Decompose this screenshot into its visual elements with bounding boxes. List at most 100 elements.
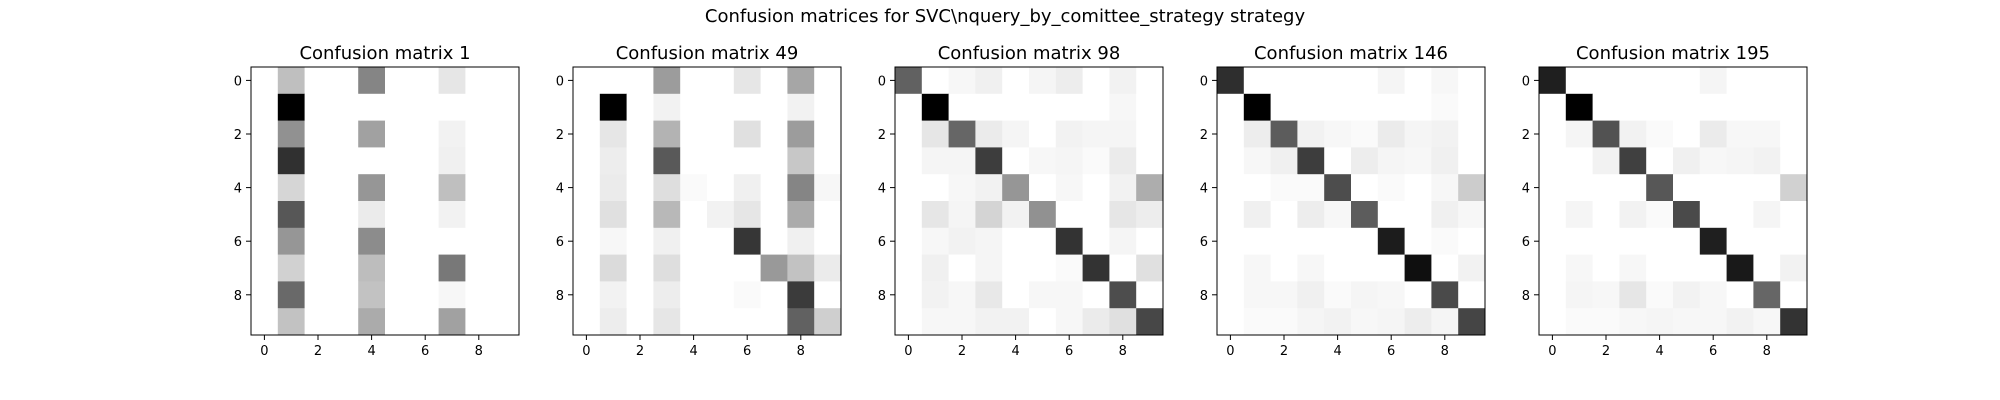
heatmap-cell xyxy=(895,201,923,229)
heatmap-cell xyxy=(787,67,815,95)
heatmap-cell xyxy=(492,120,520,148)
heatmap-cell xyxy=(760,120,788,148)
heatmap-cell xyxy=(1431,147,1459,175)
y-tick-label: 4 xyxy=(556,182,564,197)
heatmap-cell xyxy=(1404,120,1432,148)
heatmap-cell xyxy=(438,201,466,229)
heatmap-cell xyxy=(599,254,627,282)
heatmap-cell xyxy=(1646,254,1674,282)
heatmap-cell xyxy=(814,227,842,255)
heatmap-cell xyxy=(653,227,681,255)
heatmap-cell xyxy=(1458,174,1486,202)
x-tick-label: 8 xyxy=(1763,344,1771,359)
axes-frame xyxy=(572,66,842,336)
heatmap-cell xyxy=(1217,227,1245,255)
heatmap-cell xyxy=(1217,174,1245,202)
heatmap-cell xyxy=(680,120,708,148)
heatmap-cell xyxy=(331,120,359,148)
x-tick-label: 4 xyxy=(1011,344,1019,359)
heatmap-cell xyxy=(895,281,923,309)
heatmap-cell xyxy=(921,227,949,255)
axes-frame xyxy=(894,66,1164,336)
heatmap-cell xyxy=(895,93,923,121)
y-tick-label: 2 xyxy=(1200,128,1208,143)
heatmap-cell xyxy=(760,227,788,255)
heatmap-cell xyxy=(1458,147,1486,175)
heatmap-cell xyxy=(1431,201,1459,229)
heatmap-cell xyxy=(385,308,413,336)
heatmap-cell xyxy=(1297,120,1325,148)
heatmap-cell xyxy=(1404,174,1432,202)
heatmap-cell xyxy=(573,67,601,95)
heatmap-cell xyxy=(1458,201,1486,229)
heatmap-cell xyxy=(921,254,949,282)
heatmap-cell xyxy=(921,93,949,121)
heatmap-cell xyxy=(1753,120,1781,148)
heatmap-cell xyxy=(975,174,1003,202)
heatmap-cell xyxy=(1217,281,1245,309)
y-tick-label: 6 xyxy=(878,235,886,250)
heatmap-cell xyxy=(760,93,788,121)
heatmap-cell xyxy=(1217,254,1245,282)
heatmap-cell xyxy=(1002,147,1030,175)
heatmap-cell xyxy=(331,201,359,229)
heatmap-cell xyxy=(626,120,654,148)
heatmap-cell xyxy=(1217,120,1245,148)
heatmap-panel-3: Confusion matrix 98 0 2 4 6 8 0 2 4 6 8 xyxy=(878,43,1164,359)
heatmap-cell xyxy=(251,227,279,255)
heatmap-cell xyxy=(385,227,413,255)
heatmap-cell xyxy=(465,67,493,95)
heatmap-cell xyxy=(1002,281,1030,309)
heatmap-cell xyxy=(599,120,627,148)
heatmap-cell xyxy=(1753,308,1781,336)
heatmap-cell xyxy=(411,201,439,229)
heatmap-cell xyxy=(1646,120,1674,148)
x-tick-label: 6 xyxy=(421,344,429,359)
heatmap-cell xyxy=(1055,281,1083,309)
heatmap-cell xyxy=(1243,201,1271,229)
heatmap-cell xyxy=(1055,308,1083,336)
heatmap-cell xyxy=(251,120,279,148)
heatmap-cell xyxy=(411,308,439,336)
figure-suptitle: Confusion matrices for SVC\nquery_by_com… xyxy=(705,6,1306,27)
x-tick-label: 8 xyxy=(797,344,805,359)
heatmap-cell xyxy=(948,93,976,121)
heatmap-cell xyxy=(331,147,359,175)
x-tick-label: 0 xyxy=(582,344,590,359)
heatmap-cell xyxy=(438,281,466,309)
heatmap-cell xyxy=(1351,281,1379,309)
heatmap-cell xyxy=(1377,174,1405,202)
y-tick-label: 0 xyxy=(556,74,564,89)
heatmap-cell xyxy=(1619,67,1647,95)
heatmap-cell xyxy=(1565,227,1593,255)
heatmap-cell xyxy=(733,308,761,336)
heatmap-cell xyxy=(1377,93,1405,121)
heatmap-cell xyxy=(1699,254,1727,282)
heatmap-cell xyxy=(1243,254,1271,282)
heatmap-cell xyxy=(975,227,1003,255)
heatmap-cell xyxy=(1753,201,1781,229)
heatmap-cell xyxy=(895,254,923,282)
heatmap-cell xyxy=(1377,227,1405,255)
heatmap-cell xyxy=(1780,227,1808,255)
heatmap-cell xyxy=(1780,281,1808,309)
heatmap-cell xyxy=(948,120,976,148)
heatmap-cell xyxy=(438,147,466,175)
heatmap-cell xyxy=(1565,201,1593,229)
heatmap-cell xyxy=(1780,174,1808,202)
heatmap-cell xyxy=(1082,281,1110,309)
heatmap-cell xyxy=(1082,147,1110,175)
heatmap-cell xyxy=(1753,281,1781,309)
heatmap-cell xyxy=(1753,147,1781,175)
heatmap-cell xyxy=(1404,281,1432,309)
heatmap-cell xyxy=(1673,227,1701,255)
heatmap-cell xyxy=(1726,201,1754,229)
heatmap-cell xyxy=(707,201,735,229)
heatmap-cell xyxy=(1699,227,1727,255)
heatmap-cell xyxy=(438,308,466,336)
x-tick-label: 0 xyxy=(1226,344,1234,359)
heatmap-cell xyxy=(1404,254,1432,282)
heatmap-cell xyxy=(492,93,520,121)
heatmap-cell xyxy=(1351,254,1379,282)
